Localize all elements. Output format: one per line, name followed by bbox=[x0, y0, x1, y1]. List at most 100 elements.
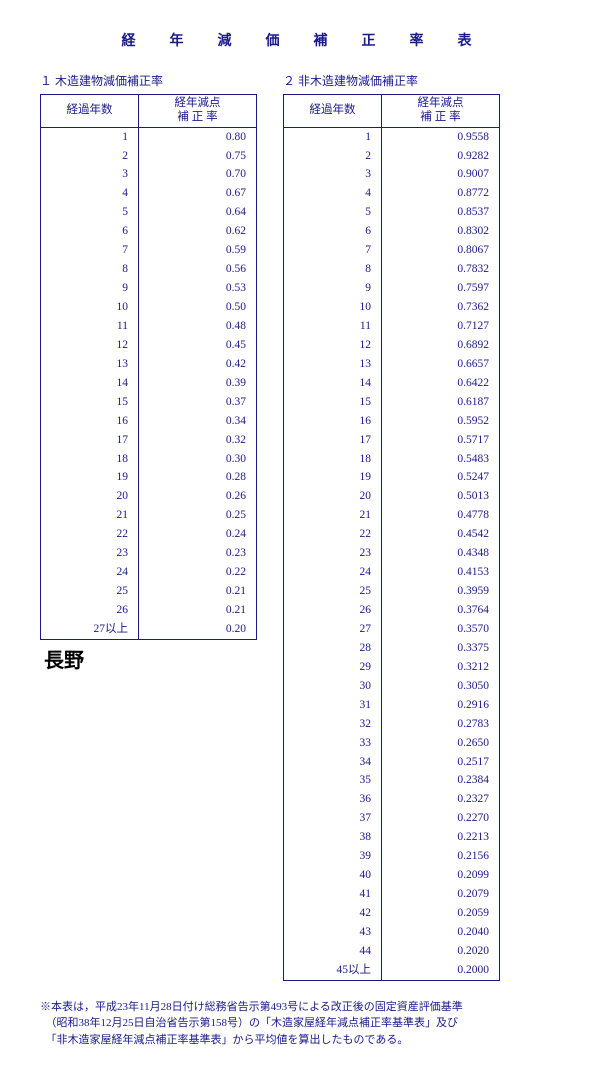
year-cell: 9 bbox=[284, 279, 382, 298]
year-cell: 34 bbox=[284, 753, 382, 772]
table-row: 40.8772 bbox=[284, 184, 500, 203]
year-cell: 15 bbox=[284, 393, 382, 412]
table-row: 310.2916 bbox=[284, 696, 500, 715]
table-row: 280.3375 bbox=[284, 639, 500, 658]
rate-cell: 0.56 bbox=[139, 260, 257, 279]
rate-cell: 0.3764 bbox=[382, 601, 500, 620]
table-row: 60.8302 bbox=[284, 222, 500, 241]
year-cell: 10 bbox=[284, 298, 382, 317]
rate-cell: 0.30 bbox=[139, 450, 257, 469]
table-row: 50.8537 bbox=[284, 203, 500, 222]
rate-cell: 0.5952 bbox=[382, 412, 500, 431]
year-cell: 13 bbox=[41, 355, 139, 374]
year-cell: 8 bbox=[284, 260, 382, 279]
rate-cell: 0.23 bbox=[139, 544, 257, 563]
table-row: 130.6657 bbox=[284, 355, 500, 374]
rate-cell: 0.75 bbox=[139, 147, 257, 166]
table1-block: １ 木造建物減価補正率 経過年数 経年減点 補 正 率 10.8020.7530… bbox=[40, 72, 257, 673]
table-row: 230.23 bbox=[41, 544, 257, 563]
rate-cell: 0.8067 bbox=[382, 241, 500, 260]
table-row: 360.2327 bbox=[284, 790, 500, 809]
year-cell: 13 bbox=[284, 355, 382, 374]
rate-cell: 0.2213 bbox=[382, 828, 500, 847]
rate-cell: 0.2384 bbox=[382, 771, 500, 790]
year-cell: 44 bbox=[284, 942, 382, 961]
year-cell: 7 bbox=[284, 241, 382, 260]
year-cell: 12 bbox=[284, 336, 382, 355]
rate-cell: 0.3959 bbox=[382, 582, 500, 601]
rate-cell: 0.7127 bbox=[382, 317, 500, 336]
rate-cell: 0.2059 bbox=[382, 904, 500, 923]
year-cell: 21 bbox=[284, 506, 382, 525]
year-cell: 5 bbox=[284, 203, 382, 222]
table-row: 80.56 bbox=[41, 260, 257, 279]
year-cell: 22 bbox=[41, 525, 139, 544]
table-row: 350.2384 bbox=[284, 771, 500, 790]
rate-cell: 0.5483 bbox=[382, 450, 500, 469]
table-row: 170.32 bbox=[41, 431, 257, 450]
rate-cell: 0.2327 bbox=[382, 790, 500, 809]
year-cell: 6 bbox=[284, 222, 382, 241]
table-row: 240.22 bbox=[41, 563, 257, 582]
year-cell: 22 bbox=[284, 525, 382, 544]
rate-cell: 0.4778 bbox=[382, 506, 500, 525]
table-row: 290.3212 bbox=[284, 658, 500, 677]
table-row: 140.6422 bbox=[284, 374, 500, 393]
year-cell: 35 bbox=[284, 771, 382, 790]
rate-cell: 0.9558 bbox=[382, 127, 500, 146]
rate-cell: 0.6187 bbox=[382, 393, 500, 412]
table-row: 10.9558 bbox=[284, 127, 500, 146]
rate-cell: 0.67 bbox=[139, 184, 257, 203]
rate-cell: 0.8302 bbox=[382, 222, 500, 241]
table-row: 410.2079 bbox=[284, 885, 500, 904]
table2-block: ２ 非木造建物減価補正率 経過年数 経年減点 補 正 率 10.955820.9… bbox=[283, 72, 500, 981]
year-cell: 26 bbox=[284, 601, 382, 620]
rate-cell: 0.2916 bbox=[382, 696, 500, 715]
year-cell: 24 bbox=[41, 563, 139, 582]
table-row: 150.6187 bbox=[284, 393, 500, 412]
table-row: 180.5483 bbox=[284, 450, 500, 469]
year-cell: 38 bbox=[284, 828, 382, 847]
rate-cell: 0.21 bbox=[139, 582, 257, 601]
table-row: 400.2099 bbox=[284, 866, 500, 885]
rate-cell: 0.9282 bbox=[382, 147, 500, 166]
table-row: 170.5717 bbox=[284, 431, 500, 450]
footnote: ※本表は，平成23年11月28日付け総務省告示第493号による改正後の固定資産評… bbox=[40, 999, 563, 1049]
rate-cell: 0.62 bbox=[139, 222, 257, 241]
table-row: 70.59 bbox=[41, 241, 257, 260]
year-cell: 3 bbox=[41, 165, 139, 184]
table-row: 340.2517 bbox=[284, 753, 500, 772]
table-row: 20.75 bbox=[41, 147, 257, 166]
table2-subtitle: ２ 非木造建物減価補正率 bbox=[283, 72, 500, 89]
year-cell: 24 bbox=[284, 563, 382, 582]
table-row: 80.7832 bbox=[284, 260, 500, 279]
year-cell: 43 bbox=[284, 923, 382, 942]
table-row: 160.5952 bbox=[284, 412, 500, 431]
table-row: 210.25 bbox=[41, 506, 257, 525]
rate-cell: 0.2517 bbox=[382, 753, 500, 772]
table-row: 100.50 bbox=[41, 298, 257, 317]
rate-cell: 0.45 bbox=[139, 336, 257, 355]
table2-head-year: 経過年数 bbox=[284, 95, 382, 128]
rate-cell: 0.70 bbox=[139, 165, 257, 184]
year-cell: 4 bbox=[284, 184, 382, 203]
year-cell: 33 bbox=[284, 734, 382, 753]
table-row: 220.24 bbox=[41, 525, 257, 544]
year-cell: 11 bbox=[284, 317, 382, 336]
year-cell: 15 bbox=[41, 393, 139, 412]
table-row: 180.30 bbox=[41, 450, 257, 469]
year-cell: 20 bbox=[41, 487, 139, 506]
rate-cell: 0.20 bbox=[139, 620, 257, 639]
table2-head-rate-l1: 経年減点 bbox=[418, 97, 464, 109]
table-row: 40.67 bbox=[41, 184, 257, 203]
table1-head-year: 経過年数 bbox=[41, 95, 139, 128]
rate-cell: 0.3570 bbox=[382, 620, 500, 639]
year-cell: 3 bbox=[284, 165, 382, 184]
rate-cell: 0.7597 bbox=[382, 279, 500, 298]
table-row: 45以上0.2000 bbox=[284, 961, 500, 980]
rate-cell: 0.9007 bbox=[382, 165, 500, 184]
table-row: 70.8067 bbox=[284, 241, 500, 260]
table-row: 440.2020 bbox=[284, 942, 500, 961]
year-cell: 36 bbox=[284, 790, 382, 809]
rate-cell: 0.34 bbox=[139, 412, 257, 431]
